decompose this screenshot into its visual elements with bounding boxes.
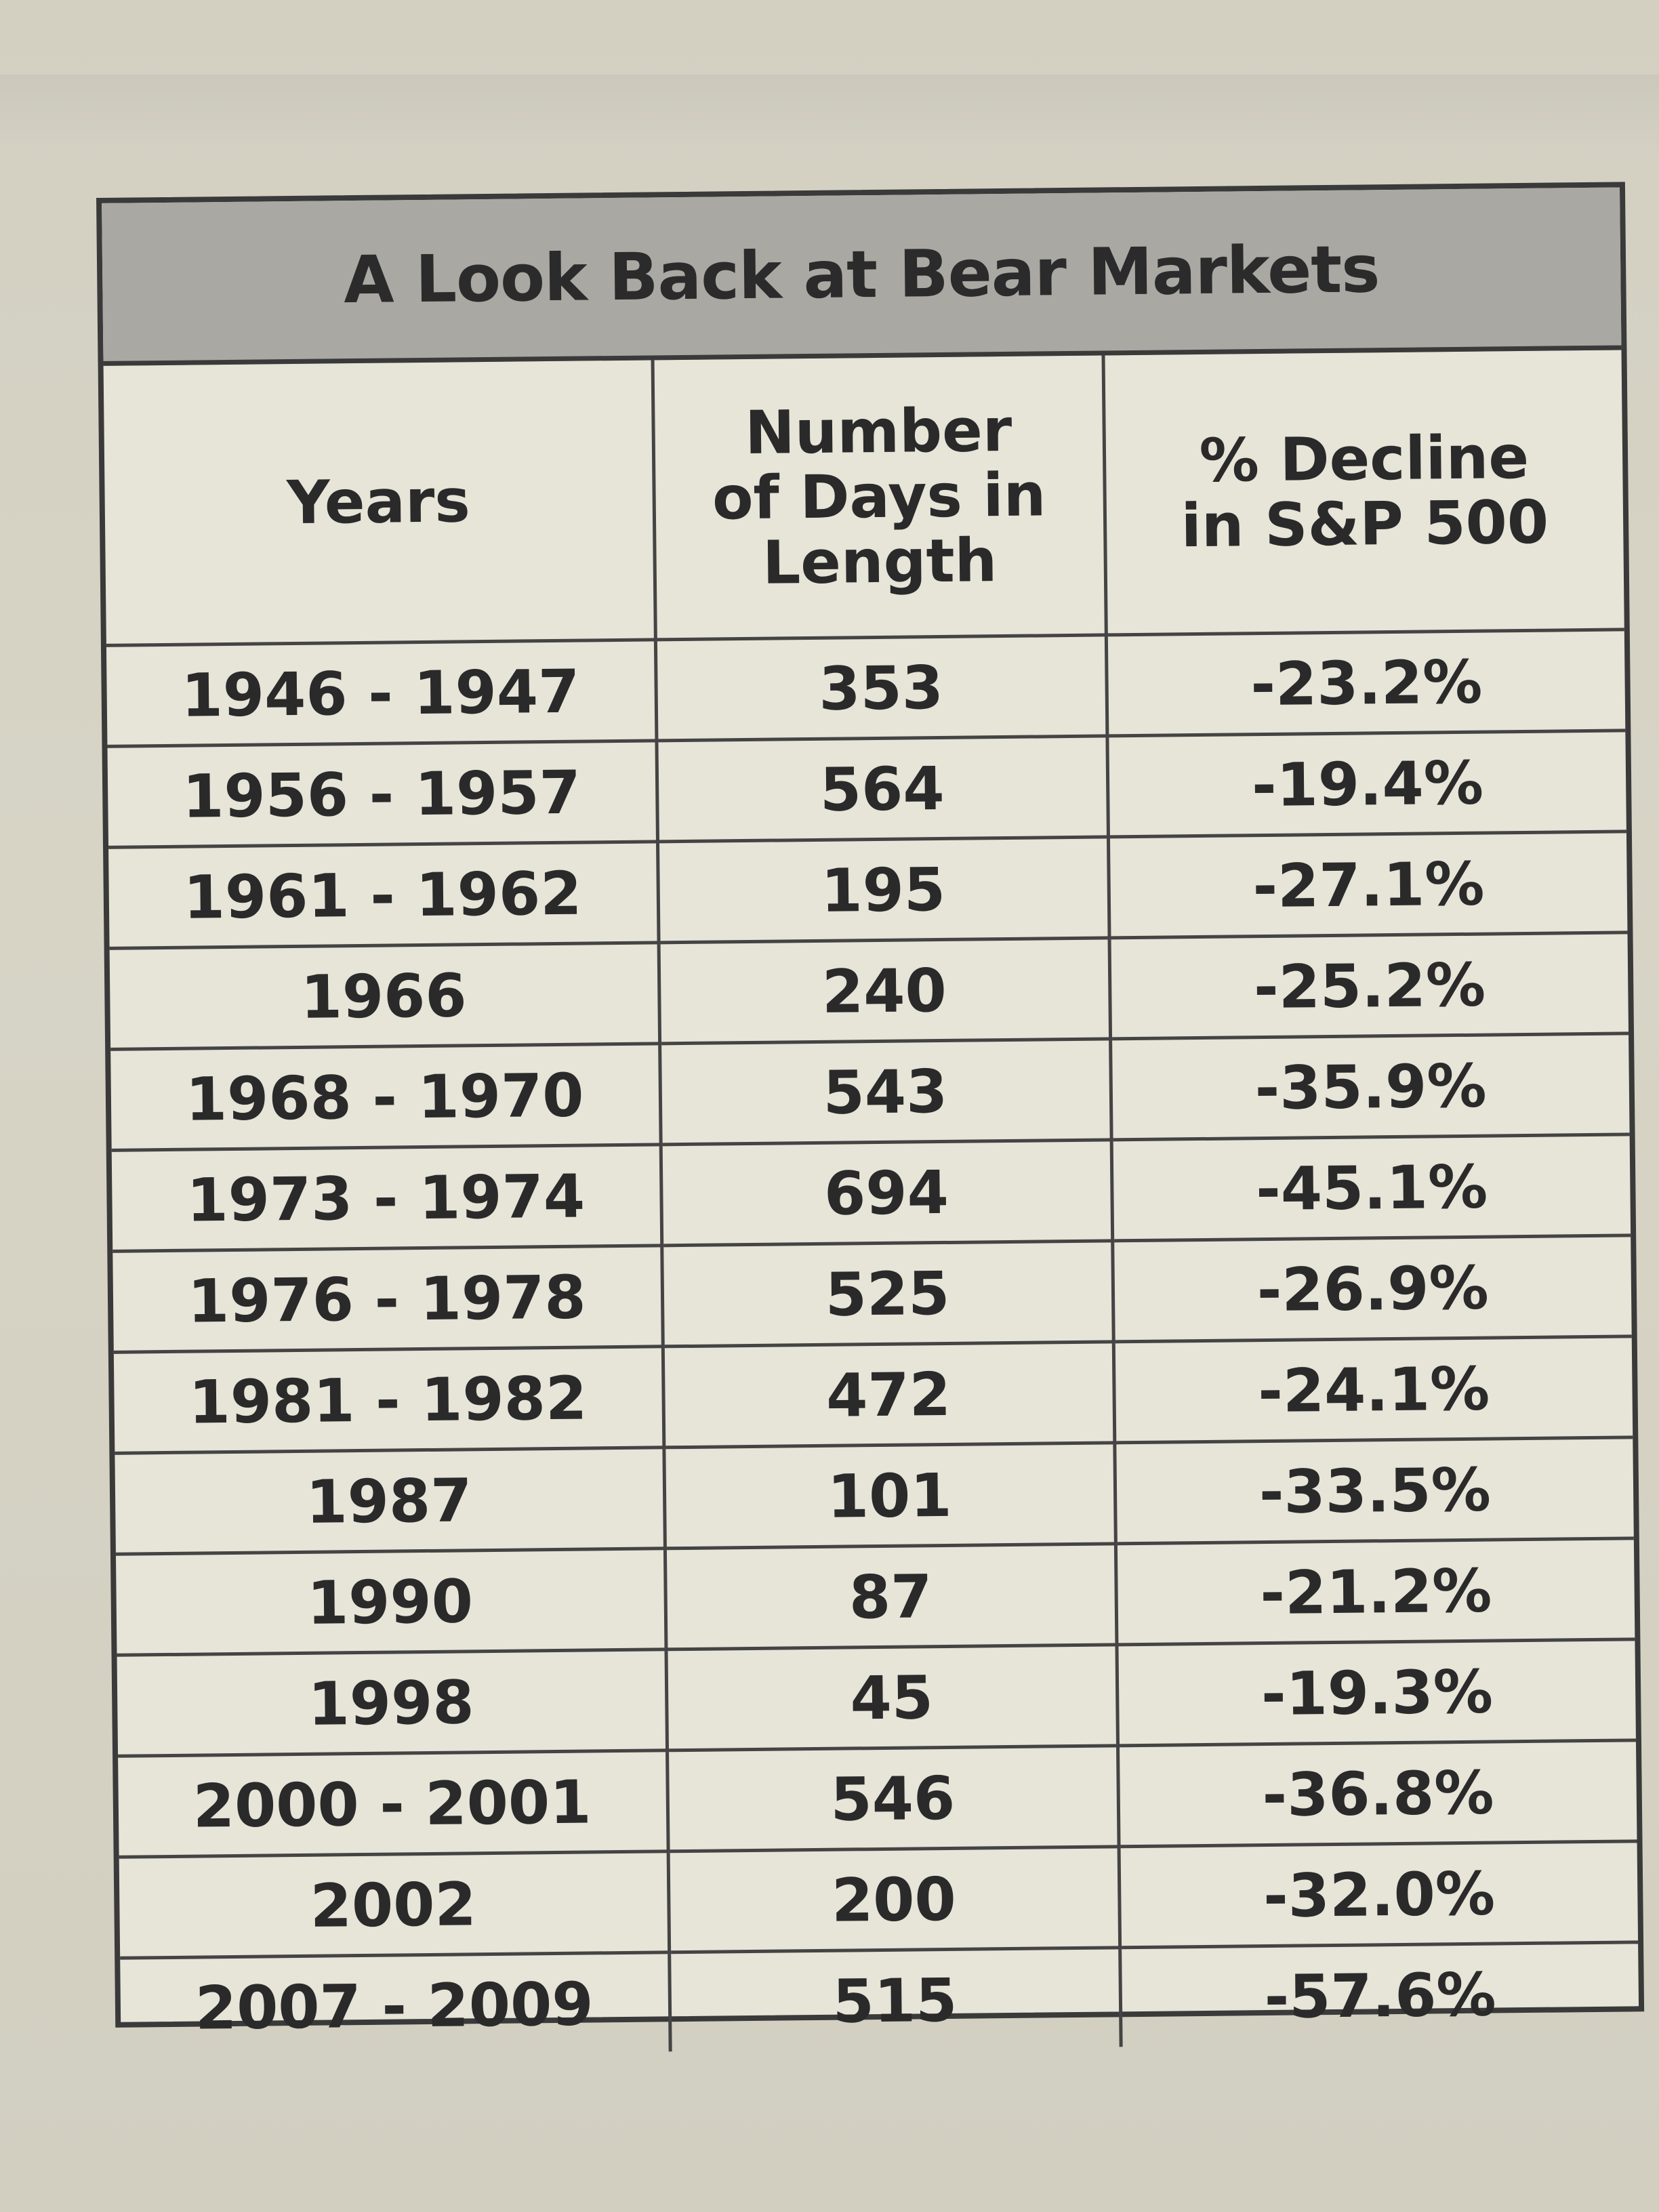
- cell-years: 1973 - 1974: [111, 1144, 662, 1252]
- header-row: Years Number of Days in Length % Decline…: [103, 350, 1624, 646]
- table-title-bar: A Look Back at Bear Markets: [102, 187, 1622, 366]
- cell-years: 1956 - 1957: [107, 740, 657, 848]
- table-row: 1998 45 -19.3%: [117, 1639, 1636, 1757]
- cell-years: 1966: [109, 942, 660, 1050]
- cell-years: 1961 - 1962: [108, 841, 659, 949]
- cell-decline: -27.1%: [1107, 831, 1628, 938]
- cell-decline: -26.9%: [1112, 1235, 1632, 1342]
- cell-years: 1968 - 1970: [110, 1043, 661, 1151]
- data-table: Years Number of Days in Length % Decline…: [103, 350, 1639, 2057]
- cell-days: 694: [660, 1139, 1113, 1246]
- table-row: 1976 - 1978 525 -26.9%: [112, 1235, 1632, 1353]
- header-years: Years: [103, 360, 655, 646]
- cell-days: 546: [667, 1745, 1119, 1851]
- cell-decline: -45.1%: [1111, 1134, 1631, 1241]
- cell-days: 45: [665, 1644, 1118, 1750]
- cell-days: 564: [656, 735, 1108, 842]
- cell-days: 200: [668, 1846, 1120, 1952]
- cell-decline: -24.1%: [1113, 1336, 1633, 1443]
- cell-years: 1987: [115, 1447, 665, 1555]
- table-row: 1981 - 1982 472 -24.1%: [113, 1336, 1633, 1454]
- cell-days: 353: [655, 634, 1107, 741]
- cell-decline: -21.2%: [1115, 1538, 1635, 1645]
- table-title: A Look Back at Bear Markets: [343, 230, 1380, 318]
- cell-decline: -32.0%: [1118, 1841, 1639, 1948]
- cell-decline: -25.2%: [1109, 932, 1629, 1039]
- cell-days: 525: [661, 1240, 1113, 1347]
- header-days: Number of Days in Length: [652, 355, 1106, 640]
- cell-days: 101: [663, 1442, 1115, 1549]
- cell-years: 2007 - 2009: [120, 1952, 670, 2057]
- cell-years: 1990: [115, 1548, 666, 1656]
- header-days-line-2: of Days in: [712, 459, 1046, 533]
- cell-decline: -57.6%: [1120, 1942, 1639, 2047]
- cell-days: 472: [662, 1341, 1115, 1448]
- header-decline-line-2: in S&P 500: [1181, 487, 1549, 561]
- cell-years: 2002: [119, 1851, 670, 1959]
- table-row: 1987 101 -33.5%: [115, 1437, 1634, 1555]
- cell-days: 195: [657, 836, 1109, 943]
- bear-markets-table: A Look Back at Bear Markets Years Number…: [96, 182, 1645, 2057]
- header-days-line-3: Length: [762, 525, 998, 598]
- table-body: 1946 - 1947 353 -23.2% 1956 - 1957 564 -19.4%…: [106, 629, 1639, 2057]
- page-background-shade: [0, 75, 1659, 156]
- table-row: 2000 - 2001 546 -36.8%: [118, 1740, 1637, 1858]
- cell-days: 87: [664, 1543, 1117, 1650]
- table-row: 1956 - 1957 564 -19.4%: [107, 730, 1626, 848]
- cell-years: 1981 - 1982: [113, 1346, 664, 1454]
- header-days-line-1: Number: [744, 394, 1012, 468]
- table-row: 1961 - 1962 195 -27.1%: [108, 831, 1628, 949]
- cell-years: 1946 - 1947: [106, 639, 657, 747]
- cell-decline: -36.8%: [1117, 1740, 1637, 1847]
- cell-days: 543: [659, 1038, 1111, 1145]
- header-decline-line-1: % Decline: [1199, 422, 1530, 495]
- table-row: 2002 200 -32.0%: [119, 1841, 1639, 1959]
- cell-days: 515: [669, 1947, 1121, 2052]
- cell-years: 1976 - 1978: [112, 1245, 663, 1353]
- table-row: 1968 - 1970 543 -35.9%: [110, 1033, 1630, 1151]
- table-row: 1990 87 -21.2%: [115, 1538, 1635, 1656]
- cell-decline: -23.2%: [1105, 629, 1626, 736]
- table-row: 1973 - 1974 694 -45.1%: [111, 1134, 1631, 1252]
- cell-decline: -19.4%: [1107, 730, 1626, 837]
- cell-decline: -35.9%: [1110, 1033, 1630, 1140]
- header-decline: % Decline in S&P 500: [1103, 350, 1624, 635]
- cell-days: 240: [658, 937, 1111, 1044]
- table-row: 1966 240 -25.2%: [109, 932, 1629, 1050]
- table-row: 1946 - 1947 353 -23.2%: [106, 629, 1626, 747]
- cell-decline: -19.3%: [1116, 1639, 1636, 1746]
- cell-years: 1998: [117, 1649, 668, 1757]
- cell-years: 2000 - 2001: [118, 1750, 668, 1858]
- cell-decline: -33.5%: [1114, 1437, 1634, 1544]
- table-row: 2007 - 2009 515 -57.6%: [120, 1942, 1639, 2057]
